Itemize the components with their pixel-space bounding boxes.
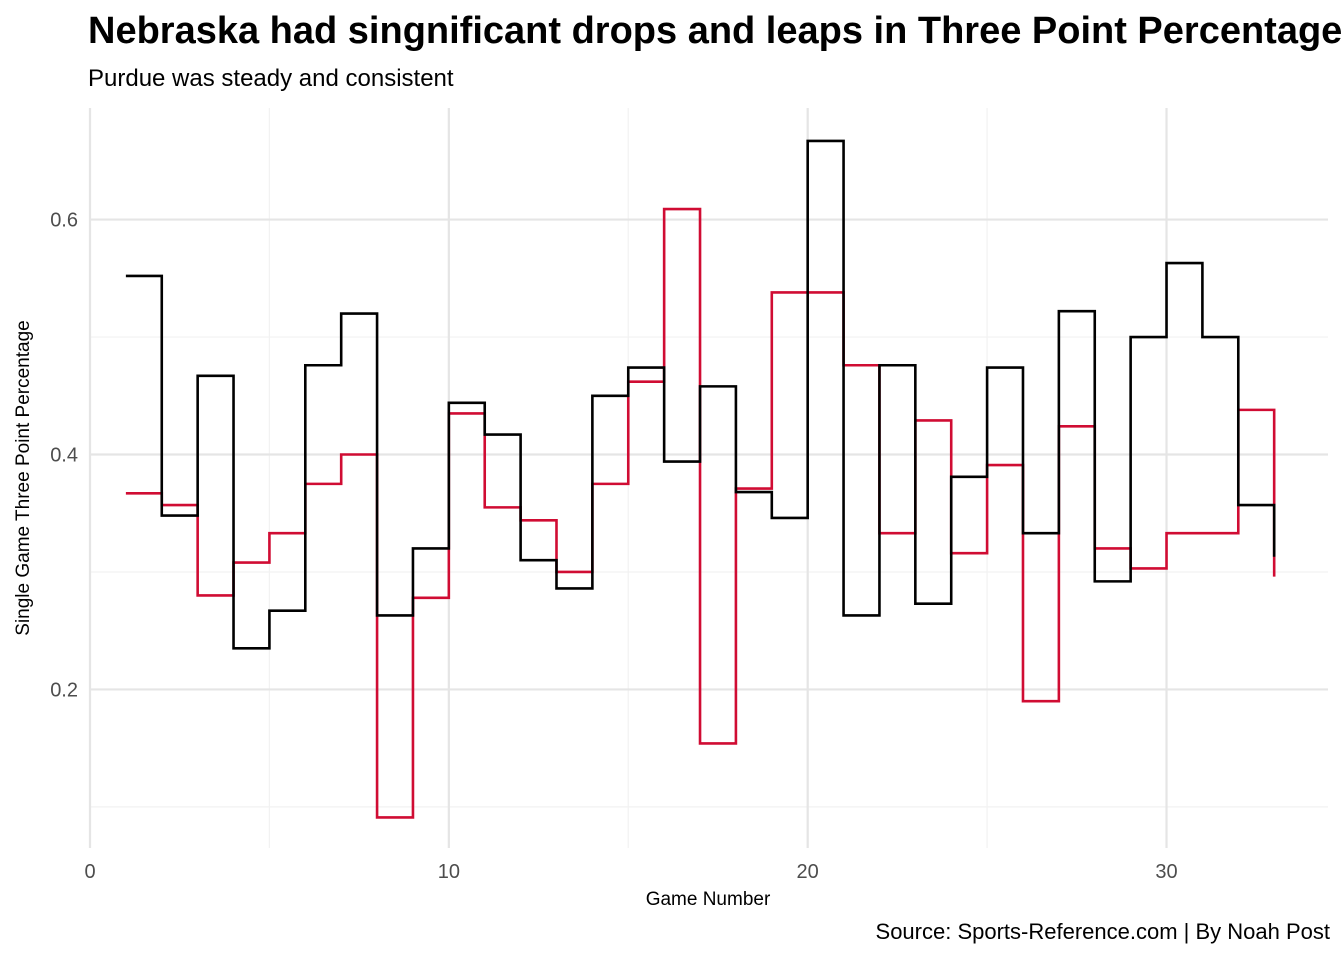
series-line-2 bbox=[125, 139, 1276, 650]
y-tick-label: 0.2 bbox=[50, 679, 78, 701]
x-tick-label: 20 bbox=[797, 861, 819, 883]
x-tick-label: 0 bbox=[84, 861, 95, 883]
x-tick-label: 10 bbox=[438, 861, 460, 883]
chart-caption: Source: Sports-Reference.com | By Noah P… bbox=[875, 919, 1330, 944]
y-tick-label: 0.6 bbox=[50, 210, 78, 232]
series-line-1 bbox=[125, 207, 1276, 819]
y-axis-title: Single Game Three Point Percentage bbox=[13, 320, 34, 635]
x-tick-label: 30 bbox=[1155, 861, 1177, 883]
grid-lines bbox=[88, 108, 1328, 848]
chart-subtitle: Purdue was steady and consistent bbox=[88, 65, 454, 92]
chart-title: Nebraska had singnificant drops and leap… bbox=[88, 10, 1343, 52]
x-axis-title: Game Number bbox=[646, 889, 771, 910]
series-layer bbox=[125, 139, 1276, 819]
tick-labels: 0 10 20 30 0.2 0.4 0.6 bbox=[50, 210, 1177, 883]
y-tick-label: 0.4 bbox=[50, 445, 78, 467]
